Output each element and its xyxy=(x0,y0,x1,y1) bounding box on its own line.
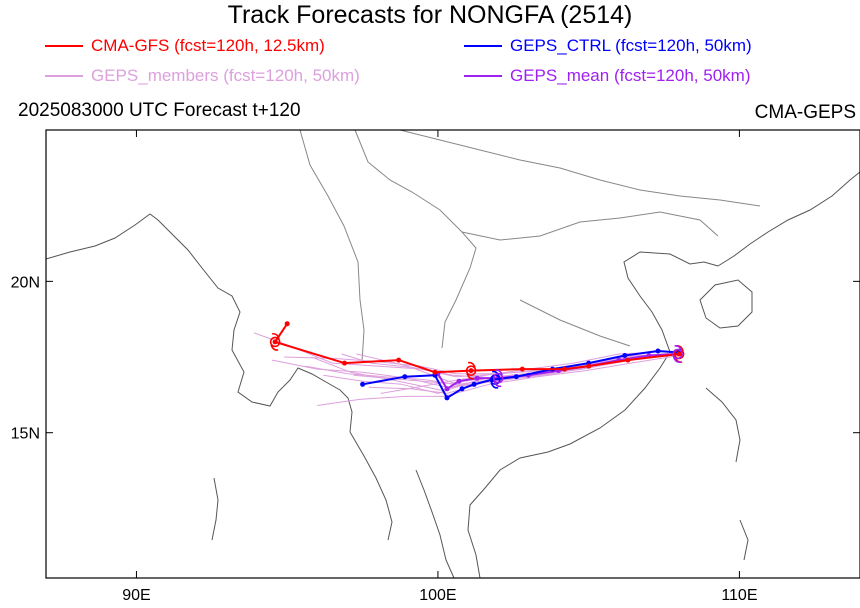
ctrl-track-point xyxy=(622,353,628,358)
legend-swatch-geps-mean xyxy=(464,74,502,77)
mean-track-point xyxy=(474,375,480,381)
malay-peninsula xyxy=(415,469,455,579)
legend-entry-geps-members: GEPS_members (fcst=120h, 50km) xyxy=(45,64,360,88)
legend-swatch-cma-gfs xyxy=(45,44,83,47)
map-frame xyxy=(45,129,860,579)
gfs-track-point xyxy=(396,357,402,363)
gfs-track-point xyxy=(625,357,631,363)
x-tick-label: 110E xyxy=(721,587,757,604)
legend-entry-geps-ctrl: GEPS_CTRL (fcst=120h, 50km) xyxy=(464,34,752,58)
andaman-islands xyxy=(211,477,219,541)
gulf-coast-arc xyxy=(705,387,741,463)
gfs-track-point xyxy=(284,321,290,327)
typhoon-marker-arm xyxy=(490,382,499,389)
legend-label-cma-gfs: CMA-GFS (fcst=120h, 12.5km) xyxy=(91,36,325,55)
gfs-track-point xyxy=(676,351,682,357)
typhoon-marker-icon xyxy=(269,332,281,351)
typhoon-marker-ring xyxy=(465,365,477,376)
legend-swatch-geps-members xyxy=(45,74,83,77)
typhoon-marker-ring xyxy=(269,336,281,348)
typhoon-marker-ring xyxy=(672,348,683,360)
border-line-a xyxy=(354,129,477,349)
forecast-tracks xyxy=(253,321,685,406)
y-tick-label: 20N xyxy=(11,274,40,291)
typhoon-marker-icon xyxy=(492,369,504,388)
member-track-line xyxy=(317,355,680,406)
indochina-coast xyxy=(467,251,719,579)
typhoon-marker-arm xyxy=(493,380,502,388)
typhoon-marker-arm xyxy=(492,370,500,378)
axis-ticks: 90E 100E 110E 15N 20N xyxy=(11,130,860,604)
india-coast xyxy=(45,213,353,433)
hainan-island xyxy=(699,279,753,329)
vietnam-south-coast xyxy=(739,519,749,561)
legend-label-geps-ctrl: GEPS_CTRL (fcst=120h, 50km) xyxy=(510,36,752,55)
ctrl-track-point xyxy=(360,381,366,387)
typhoon-marker-arm xyxy=(674,345,683,352)
ctrl-track-point xyxy=(402,374,408,380)
mean-track-point xyxy=(456,378,462,384)
ctrl-track-point xyxy=(513,374,519,380)
model-name-label: CMA-GEPS xyxy=(754,102,856,123)
typhoon-marker-icon xyxy=(465,361,477,380)
forecast-time-label: 2025083000 UTC Forecast t+120 xyxy=(18,100,301,121)
ctrl-track-point xyxy=(471,381,477,387)
legend-label-geps-mean: GEPS_mean (fcst=120h, 50km) xyxy=(510,66,751,85)
y-tick-label: 15N xyxy=(11,426,40,443)
gfs-track-point xyxy=(272,339,278,345)
mean-track-point xyxy=(444,386,450,392)
gfs-track-point xyxy=(586,363,592,369)
typhoon-marker-arm xyxy=(466,373,475,380)
ctrl-track-point xyxy=(655,348,661,354)
border-line-c xyxy=(461,211,719,241)
legend-label-geps-members: GEPS_members (fcst=120h, 50km) xyxy=(91,66,360,85)
legend-entry-cma-gfs: CMA-GFS (fcst=120h, 12.5km) xyxy=(45,34,325,58)
border-line-d xyxy=(399,129,761,207)
gfs-track-point xyxy=(432,369,438,375)
gfs-track-point xyxy=(519,366,525,372)
border-line-e xyxy=(519,299,631,347)
x-tick-label: 90E xyxy=(122,587,150,604)
chart-title: Track Forecasts for NONGFA (2514) xyxy=(227,1,633,29)
typhoon-marker-arm xyxy=(495,369,503,376)
typhoon-marker-arm xyxy=(672,356,681,363)
china-coast xyxy=(717,171,860,267)
typhoon-marker-arm xyxy=(271,332,280,340)
legend-entry-geps-mean: GEPS_mean (fcst=120h, 50km) xyxy=(464,64,750,88)
typhoon-marker-ring xyxy=(492,372,504,384)
typhoon-marker-arm xyxy=(270,344,279,351)
myanmar-coast xyxy=(349,431,393,541)
gfs-track-point xyxy=(342,360,347,366)
ctrl-track-point xyxy=(459,386,465,392)
gfs-track-point xyxy=(562,366,567,372)
legend-swatch-geps-ctrl xyxy=(464,44,502,47)
typhoon-marker-icon xyxy=(672,345,683,363)
x-tick-label: 100E xyxy=(419,587,456,604)
ctrl-track-point xyxy=(444,395,450,401)
typhoon-marker-arm xyxy=(467,361,476,368)
gfs-track-point xyxy=(468,368,474,374)
coastlines xyxy=(45,129,860,579)
border-line-b xyxy=(299,129,365,363)
